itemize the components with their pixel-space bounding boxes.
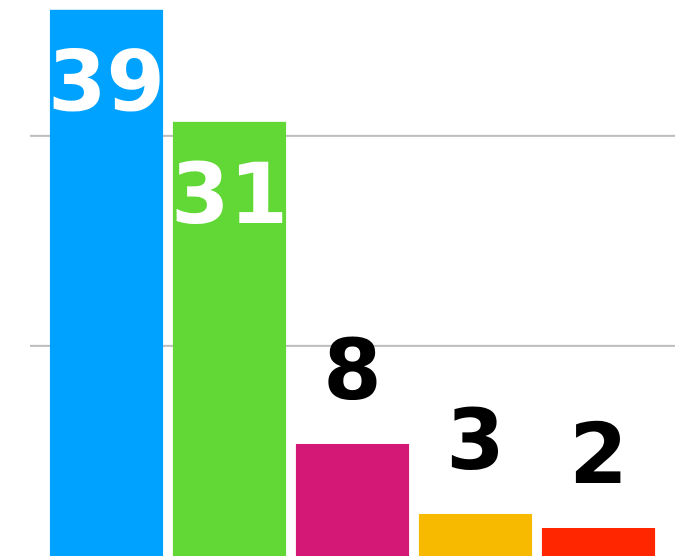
value-label: 39 <box>48 33 165 131</box>
value-label: 8 <box>323 321 381 419</box>
bar <box>541 527 656 556</box>
value-label: 31 <box>171 145 288 243</box>
value-label: 3 <box>446 391 504 489</box>
bar <box>172 121 287 557</box>
bar <box>418 513 533 556</box>
bar <box>49 9 164 556</box>
bar <box>295 443 410 556</box>
value-label: 2 <box>569 405 627 503</box>
